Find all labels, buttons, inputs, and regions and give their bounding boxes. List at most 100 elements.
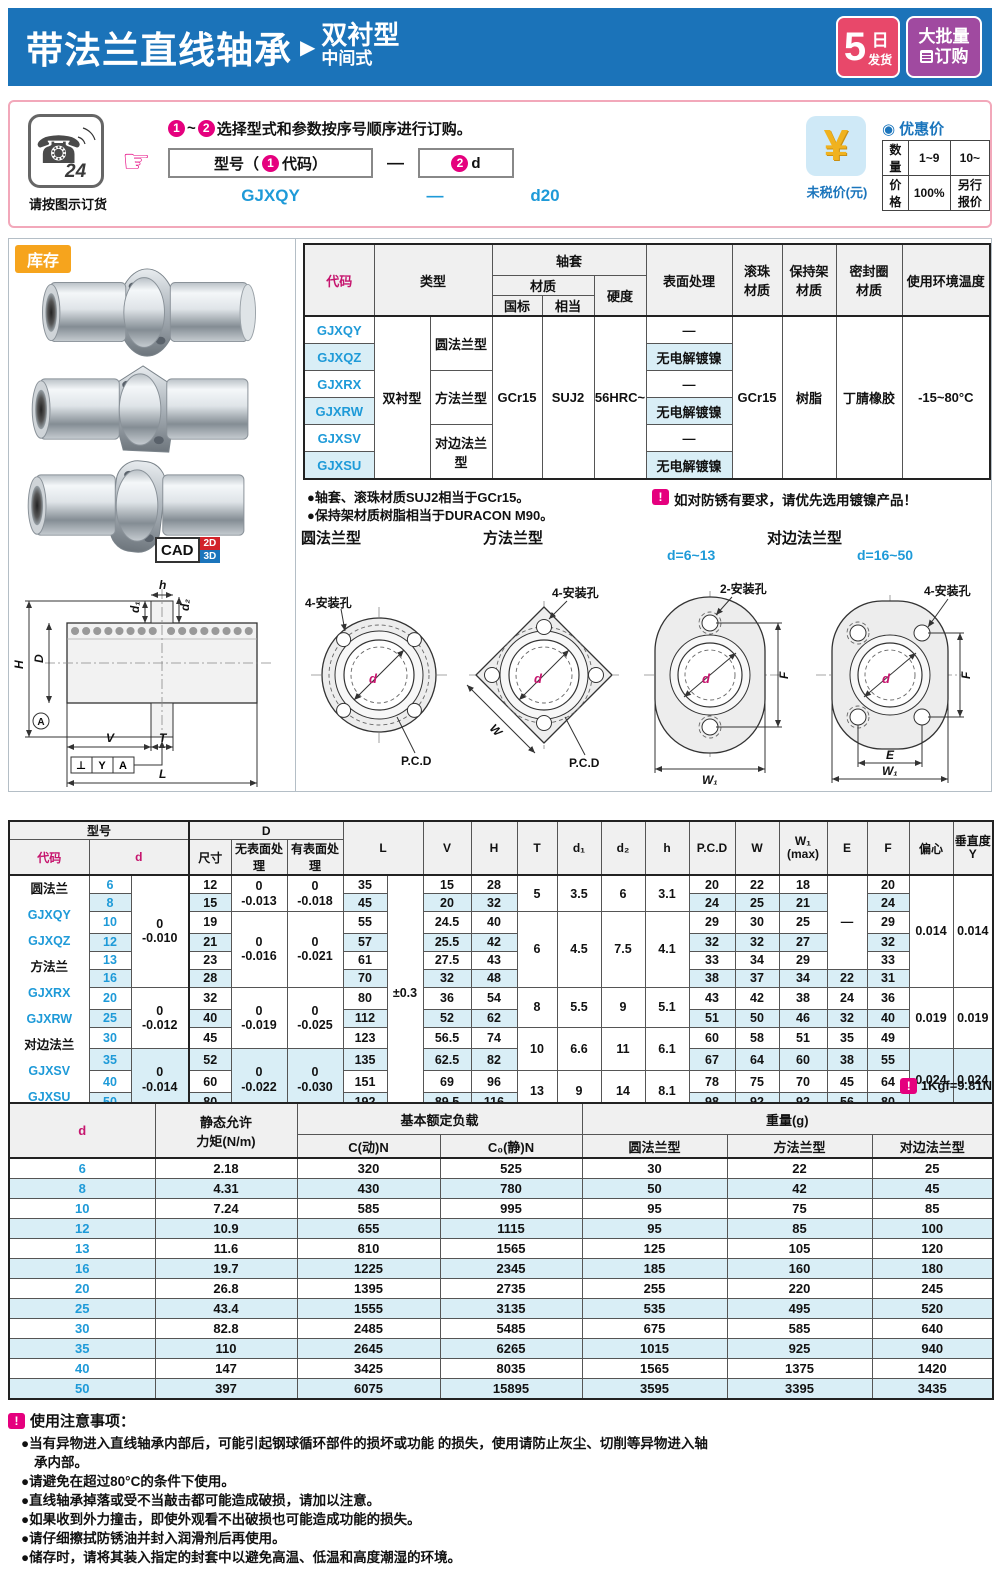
table-cell: 29 (866, 911, 910, 934)
square-flange-drawing: d 4-安装孔 W P.C.D (466, 585, 619, 770)
warning-icon: ! (8, 1412, 25, 1429)
table-cell: 19.7 (154, 1258, 298, 1279)
table-cell: 另行报价 (949, 175, 991, 211)
table-cell: 185 (581, 1258, 728, 1279)
table-cell: 8 (88, 893, 132, 912)
table-cell: 147 (154, 1358, 298, 1379)
table-cell: 0.019 (952, 986, 994, 1050)
table-cell: 丁腈橡胶 (835, 315, 903, 480)
table-cell: 32 (688, 932, 736, 952)
table-cell: 3135 (439, 1298, 583, 1319)
table-cell: 57 (342, 932, 388, 952)
ship-5day-badge: 5 日 发货 (836, 16, 900, 78)
table-row: 数量 1~9 10~ (882, 140, 991, 176)
table-cell: 19 (188, 911, 232, 934)
column-header: 表面处理 (645, 243, 733, 317)
table-row: GJXRX 方法兰型 — (303, 370, 990, 425)
table-cell: 42 (726, 1178, 873, 1199)
table-cell: 48 (470, 968, 518, 988)
table-cell: 32 (866, 932, 910, 952)
table-cell: 1225 (296, 1258, 441, 1279)
table-cell: 220 (726, 1278, 873, 1299)
table-cell: 100% (907, 175, 951, 211)
note-item: ●如果收到外力撞击，即使外观看不出破损也可能造成功能的损失。 (21, 1512, 421, 1527)
table-cell: 320 (296, 1157, 441, 1179)
table-cell: 60 (188, 1070, 232, 1093)
table-cell: 0 -0.013 (230, 874, 288, 912)
table-row: 16 19.7 1225 2345 185 160 180 (8, 1258, 994, 1279)
step1-icon: 1 (168, 120, 185, 137)
table-cell: 25 (734, 893, 780, 912)
svg-text:W: W (487, 721, 506, 740)
table-row: 35 110 2645 6265 1015 925 940 (8, 1338, 994, 1359)
svg-text:d: d (702, 671, 711, 686)
table-cell: 6 (516, 911, 558, 988)
table-cell: 0.019 (908, 986, 954, 1050)
table-cell: 25 (88, 1008, 132, 1028)
ordering-steps-note: 1 ~ 2 选择型式和参数按序号顺序进行订购。 (168, 118, 472, 139)
deal-price-label: ◉ 优惠价 (882, 120, 945, 139)
table-cell: 810 (296, 1238, 441, 1259)
table-cell: GCr15 (491, 315, 543, 480)
table-cell: 4.5 (556, 911, 602, 988)
table-cell: 25 (871, 1157, 994, 1179)
table-cell: 25 (8, 1298, 156, 1319)
table-cell: 40 (88, 1070, 132, 1093)
table-cell: 96 (470, 1070, 518, 1093)
table-cell: 135 (342, 1048, 388, 1072)
table-cell: 1395 (296, 1278, 441, 1299)
table-cell: 12 (8, 1218, 156, 1239)
step2-icon: 2 (451, 154, 469, 172)
price-yen-icon: ¥ (806, 116, 866, 176)
table-cell: 55 (866, 1048, 910, 1072)
table-cell: GJXQZ (303, 343, 375, 371)
table-cell: 430 (296, 1178, 441, 1199)
svg-text:F: F (959, 671, 973, 679)
table-cell: 3435 (871, 1378, 994, 1400)
column-header: V (422, 820, 472, 876)
table-cell: 21 (188, 932, 232, 952)
table-cell: 33 (866, 950, 910, 970)
table-cell: 无电解镀镍 (645, 397, 733, 425)
svg-text:V: V (106, 731, 115, 745)
usage-notes-list: ●当有异物进入直线轴承内部后，可能引起钢球循环部件的损坏或功能 的损失，使用请防… (8, 1434, 708, 1567)
bullet-circle-icon: ◉ (882, 120, 896, 138)
table-cell: 1375 (726, 1358, 873, 1379)
table-row: 35 0 -0.014 52 0 -0.022 0 -0.030 135 62.5 82 67 6… (9, 1048, 994, 1112)
table-row: GJXSV 对边法兰型 — (303, 424, 990, 480)
table-cell: 1115 (439, 1218, 583, 1239)
table-cell: 34 (778, 968, 828, 988)
table-cell: 40 (866, 1008, 910, 1028)
table-cell: 54 (470, 986, 518, 1010)
table-cell: 29 (688, 911, 736, 934)
cad-3d-badge: 3D (199, 550, 221, 563)
table-cell: 32 (422, 968, 472, 988)
table-row: GJXQY 双衬型 圆法兰型 GCr15 SUJ2 56HRC~ — GCr15 树脂 丁腈橡胶 -… (303, 315, 991, 480)
table-cell: 120 (871, 1238, 994, 1259)
column-header: W (734, 820, 780, 876)
svg-text:P.C.D: P.C.D (569, 756, 600, 770)
table-cell: 151 (342, 1070, 388, 1093)
table-row: 代码 d 尺寸 无表面处理 有表面处理 (8, 839, 993, 876)
table-cell: 33 (688, 950, 736, 970)
table-cell: 520 (871, 1298, 994, 1319)
svg-text:P.C.D: P.C.D (401, 754, 432, 768)
table-cell: 13 (8, 1238, 156, 1259)
table-cell: GJXSU (303, 451, 375, 480)
column-header: T (516, 820, 558, 876)
ordering-info-box: ☎ 24 请按图示订货 ☞ 1 ~ 2 选择型式和参数按序号顺序进行订购。 型号… (8, 100, 992, 228)
table-cell: 46 (778, 1008, 828, 1028)
table-cell: 0 -0.016 (230, 911, 288, 988)
column-header: 方法兰型 (726, 1134, 873, 1159)
svg-text:2-安装孔: 2-安装孔 (720, 581, 767, 596)
table-cell: 6 (88, 874, 132, 894)
table-cell: 123 (342, 1026, 388, 1050)
table-row: 6 2.18 320 525 30 22 25 (8, 1157, 994, 1179)
column-header: P.C.D (688, 820, 736, 876)
table-cell: 640 (871, 1318, 994, 1339)
table-cell: 25.5 (422, 932, 472, 952)
table-cell: 22 (734, 874, 780, 894)
arrow-icon: ▶ (300, 36, 316, 59)
table-cell: 13 (88, 950, 132, 970)
table-cell: 20 (688, 874, 736, 894)
